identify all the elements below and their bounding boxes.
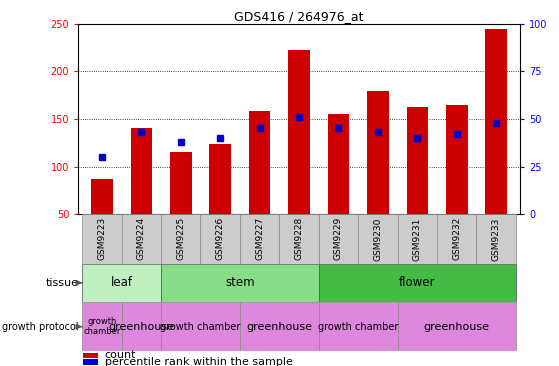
Bar: [437, 214, 476, 264]
Text: percentile rank within the sample: percentile rank within the sample: [105, 357, 292, 366]
Text: GSM9223: GSM9223: [97, 217, 106, 261]
Bar: [319, 264, 516, 302]
Text: GSM9231: GSM9231: [413, 217, 422, 261]
Bar: [83, 353, 98, 358]
Bar: [161, 264, 319, 302]
Text: stem: stem: [225, 276, 255, 289]
Bar: [288, 51, 310, 214]
Bar: [82, 214, 122, 264]
Text: greenhouse: greenhouse: [247, 322, 312, 332]
Bar: [161, 214, 201, 264]
Text: count: count: [105, 351, 136, 361]
Bar: [240, 214, 280, 264]
Bar: [476, 214, 516, 264]
Bar: [240, 302, 319, 351]
Text: flower: flower: [399, 276, 435, 289]
Text: tissue: tissue: [46, 278, 79, 288]
Bar: [319, 302, 397, 351]
Text: GSM9225: GSM9225: [176, 217, 185, 261]
Text: GSM9233: GSM9233: [492, 217, 501, 261]
Text: leaf: leaf: [111, 276, 132, 289]
Bar: [82, 264, 161, 302]
Title: GDS416 / 264976_at: GDS416 / 264976_at: [234, 10, 364, 23]
Bar: [201, 214, 240, 264]
Bar: [397, 302, 516, 351]
Text: greenhouse: greenhouse: [424, 322, 490, 332]
Text: GSM9226: GSM9226: [216, 217, 225, 261]
Bar: [397, 214, 437, 264]
Bar: [130, 128, 152, 214]
Text: GSM9232: GSM9232: [452, 217, 461, 261]
Bar: [83, 359, 98, 365]
Text: GSM9230: GSM9230: [373, 217, 382, 261]
Bar: [280, 214, 319, 264]
Text: GSM9228: GSM9228: [295, 217, 304, 261]
Bar: [249, 111, 271, 214]
Bar: [406, 107, 428, 214]
Bar: [210, 144, 231, 214]
Text: growth chamber: growth chamber: [318, 322, 399, 332]
Bar: [367, 92, 389, 214]
Bar: [328, 114, 349, 214]
Bar: [446, 105, 468, 214]
Bar: [82, 302, 122, 351]
Bar: [358, 214, 397, 264]
Bar: [91, 179, 113, 214]
Text: growth protocol: growth protocol: [2, 322, 79, 332]
Text: growth
chamber: growth chamber: [83, 317, 121, 336]
Bar: [122, 214, 161, 264]
Text: GSM9229: GSM9229: [334, 217, 343, 261]
Bar: [161, 302, 240, 351]
Text: GSM9224: GSM9224: [137, 217, 146, 260]
Text: growth chamber: growth chamber: [160, 322, 241, 332]
Bar: [170, 152, 192, 214]
Text: greenhouse: greenhouse: [108, 322, 174, 332]
Text: GSM9227: GSM9227: [255, 217, 264, 261]
Bar: [122, 302, 161, 351]
Bar: [319, 214, 358, 264]
Bar: [485, 30, 507, 214]
